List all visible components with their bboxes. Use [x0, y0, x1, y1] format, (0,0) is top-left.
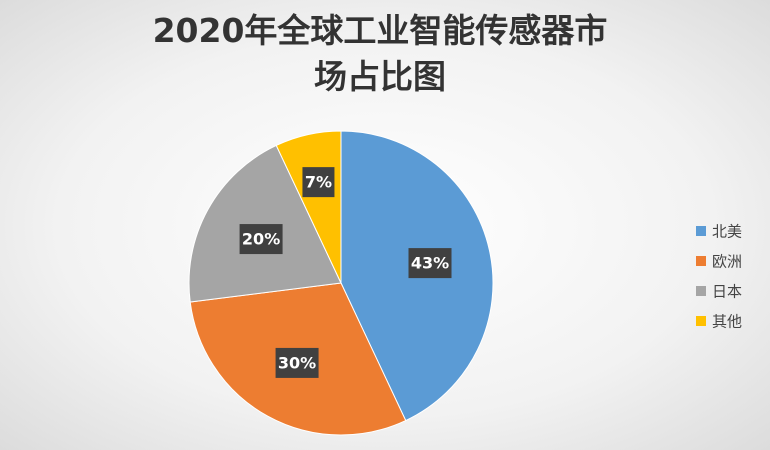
value-label: 7% [305, 173, 332, 192]
legend-label: 日本 [712, 283, 742, 301]
value-label-box [408, 248, 452, 279]
legend-label: 欧洲 [712, 253, 742, 271]
legend-label: 其他 [712, 313, 742, 331]
legend-swatch [696, 316, 706, 326]
legend-swatch [696, 226, 706, 236]
value-label-box [275, 347, 319, 378]
value-label-box [239, 224, 283, 255]
value-label: 30% [278, 353, 316, 372]
value-label: 43% [411, 254, 449, 273]
legend-swatch [696, 286, 706, 296]
value-label-box [302, 167, 335, 198]
value-label: 20% [242, 230, 280, 249]
legend-swatch [696, 256, 706, 266]
legend-label: 北美 [712, 223, 742, 241]
pie-slice [188, 144, 342, 303]
chart-title: 2020年全球工业智能传感器市场占比图 [152, 11, 608, 96]
